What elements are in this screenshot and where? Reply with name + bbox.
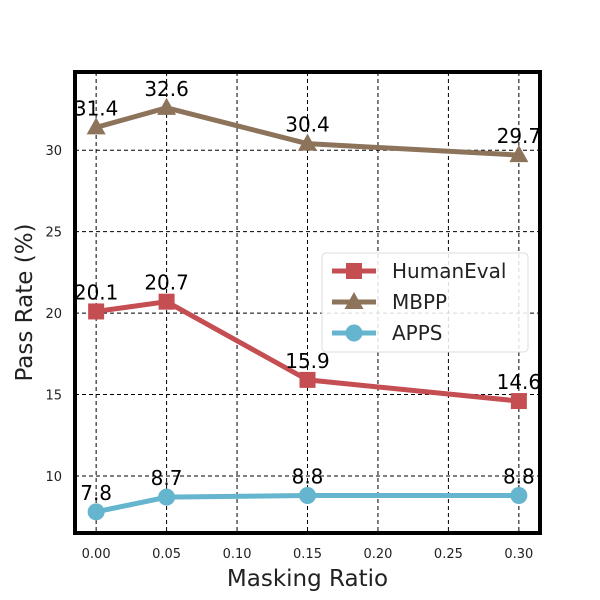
legend-item-humaneval: HumanEval	[332, 259, 506, 283]
series-line	[93, 299, 522, 404]
legend-label: HumanEval	[392, 259, 506, 283]
series-group: 20.1 20.7 15.9 14.6 31.4 32.6 30.4 29.7 7.8 8.7 8.…	[74, 77, 542, 521]
data-label: 15.9	[285, 349, 330, 373]
data-label: 8.8	[503, 465, 535, 489]
data-label: 32.6	[144, 77, 189, 101]
x-tick-label: 0.30	[504, 547, 533, 562]
y-tick-label: 10	[45, 470, 62, 485]
axis-ticks: 0.00 0.05 0.10 0.15 0.20 0.25 0.30 10 15 20 25 30	[45, 144, 533, 562]
data-point	[157, 97, 177, 115]
series-mbpp: 31.4 32.6 30.4 29.7	[74, 77, 542, 163]
data-label: 30.4	[285, 113, 330, 137]
x-tick-label: 0.25	[434, 547, 463, 562]
data-point	[88, 303, 105, 320]
legend: HumanEval MBPP APPS	[321, 252, 529, 353]
legend-item-apps: APPS	[332, 321, 443, 345]
x-tick-label: 0.20	[363, 547, 392, 562]
x-tick-label: 0.05	[152, 547, 181, 562]
legend-label: APPS	[392, 321, 443, 345]
data-point	[158, 488, 176, 506]
data-label: 8.8	[292, 465, 324, 489]
y-tick-label: 20	[45, 307, 62, 322]
plot-frame	[73, 70, 542, 535]
legend-marker	[346, 263, 362, 279]
data-point	[510, 487, 528, 505]
data-label: 8.7	[151, 466, 183, 490]
x-tick-label: 0.15	[293, 547, 322, 562]
data-point	[299, 371, 316, 388]
x-tick-label: 0.10	[223, 547, 252, 562]
data-label: 20.7	[144, 271, 189, 295]
data-label: 14.6	[497, 370, 542, 394]
data-point	[87, 503, 105, 521]
x-tick-label: 0.00	[82, 547, 111, 562]
y-tick-label: 25	[45, 226, 62, 241]
legend-box	[321, 252, 529, 353]
data-point	[299, 487, 316, 505]
x-axis-title: Masking Ratio	[227, 566, 388, 592]
y-tick-label: 30	[45, 144, 62, 159]
data-point	[86, 117, 106, 135]
data-label: 31.4	[74, 96, 119, 120]
data-point	[510, 393, 527, 410]
series-apps: 7.8 8.7 8.8 8.8	[80, 465, 535, 521]
series-humaneval: 20.1 20.7 15.9 14.6	[74, 271, 542, 410]
legend-item-mbpp: MBPP	[332, 290, 447, 314]
y-axis-title: Pass Rate (%)	[12, 223, 38, 381]
data-label: 7.8	[80, 481, 112, 505]
data-point	[158, 293, 175, 310]
data-label: 20.1	[74, 280, 119, 304]
legend-marker	[344, 292, 364, 309]
data-label: 29.7	[497, 124, 542, 148]
legend-marker	[345, 324, 363, 342]
series-line	[93, 105, 522, 158]
data-point	[298, 133, 317, 151]
series-line	[93, 493, 522, 515]
legend-label: MBPP	[392, 290, 447, 314]
y-tick-label: 15	[45, 389, 62, 404]
data-point	[509, 145, 529, 163]
